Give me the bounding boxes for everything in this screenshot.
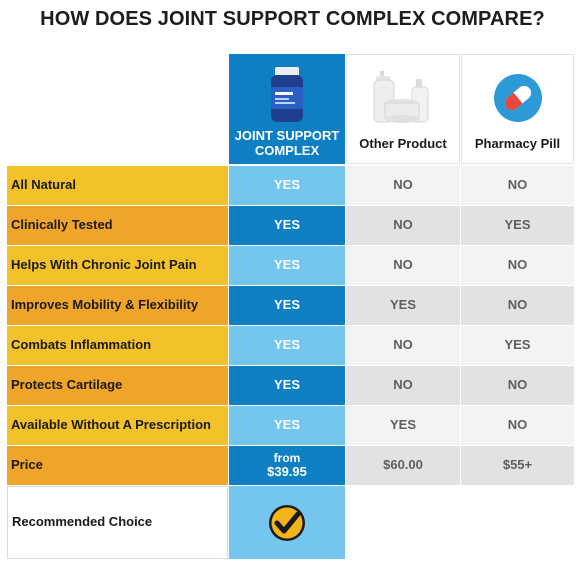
cell-ours: YES [229, 366, 345, 405]
cell-other: NO [346, 366, 460, 405]
cell-pharmacy-price: $55+ [461, 446, 574, 485]
column-header-label: JOINT SUPPORT [234, 128, 340, 144]
cell-pharmacy: NO [461, 286, 574, 325]
pill-icon [493, 73, 542, 122]
cell-pharmacy: YES [461, 326, 574, 365]
row-label: Clinically Tested [7, 206, 228, 245]
cell-other: NO [346, 246, 460, 285]
column-header-label: Other Product [359, 135, 447, 151]
row-label-recommended: Recommended Choice [7, 486, 228, 559]
row-label: Helps With Chronic Joint Pain [7, 246, 228, 285]
column-header-joint-support-complex: JOINT SUPPORT COMPLEX [229, 54, 345, 164]
price-prefix: from [273, 451, 301, 466]
row-label-price: Price [7, 446, 228, 485]
row-label: Protects Cartilage [7, 366, 228, 405]
cell-other: NO [346, 326, 460, 365]
cell-other: YES [346, 286, 460, 325]
cell-ours: YES [229, 246, 345, 285]
column-header-other-product: Other Product [346, 54, 460, 164]
cell-pharmacy: YES [461, 206, 574, 245]
price-amount: $39.95 [267, 463, 307, 479]
cell-pharmacy: NO [461, 246, 574, 285]
row-label: Improves Mobility & Flexibility [7, 286, 228, 325]
cell-other: YES [346, 406, 460, 445]
cell-ours: YES [229, 206, 345, 245]
cell-ours: YES [229, 166, 345, 205]
cell-other: NO [346, 206, 460, 245]
row-label: Combats Inflammation [7, 326, 228, 365]
column-header-label: COMPLEX [254, 142, 320, 158]
page-title: HOW DOES JOINT SUPPORT COMPLEX COMPARE? [40, 8, 545, 30]
cell-other: NO [346, 166, 460, 205]
cell-pharmacy: NO [461, 366, 574, 405]
column-header-pharmacy-pill: Pharmacy Pill [461, 54, 574, 164]
cosmetic-bottles-icon [373, 70, 429, 123]
column-header-label: Pharmacy Pill [474, 135, 561, 151]
cell-ours: YES [229, 286, 345, 325]
cell-ours: YES [229, 326, 345, 365]
cell-other-price: $60.00 [346, 446, 460, 485]
row-label: All Natural [7, 166, 228, 205]
cell-pharmacy: NO [461, 406, 574, 445]
supplement-bottle-icon [271, 67, 303, 123]
comparison-table: JOINT SUPPORT COMPLEX Other Product Phar… [7, 54, 574, 559]
row-label: Available Without A Prescription [7, 406, 228, 445]
checkmark-badge-icon [269, 504, 305, 541]
cell-ours: YES [229, 406, 345, 445]
cell-pharmacy: NO [461, 166, 574, 205]
cell-ours-recommended [229, 486, 345, 559]
cell-ours-price: from $39.95 [229, 446, 345, 485]
